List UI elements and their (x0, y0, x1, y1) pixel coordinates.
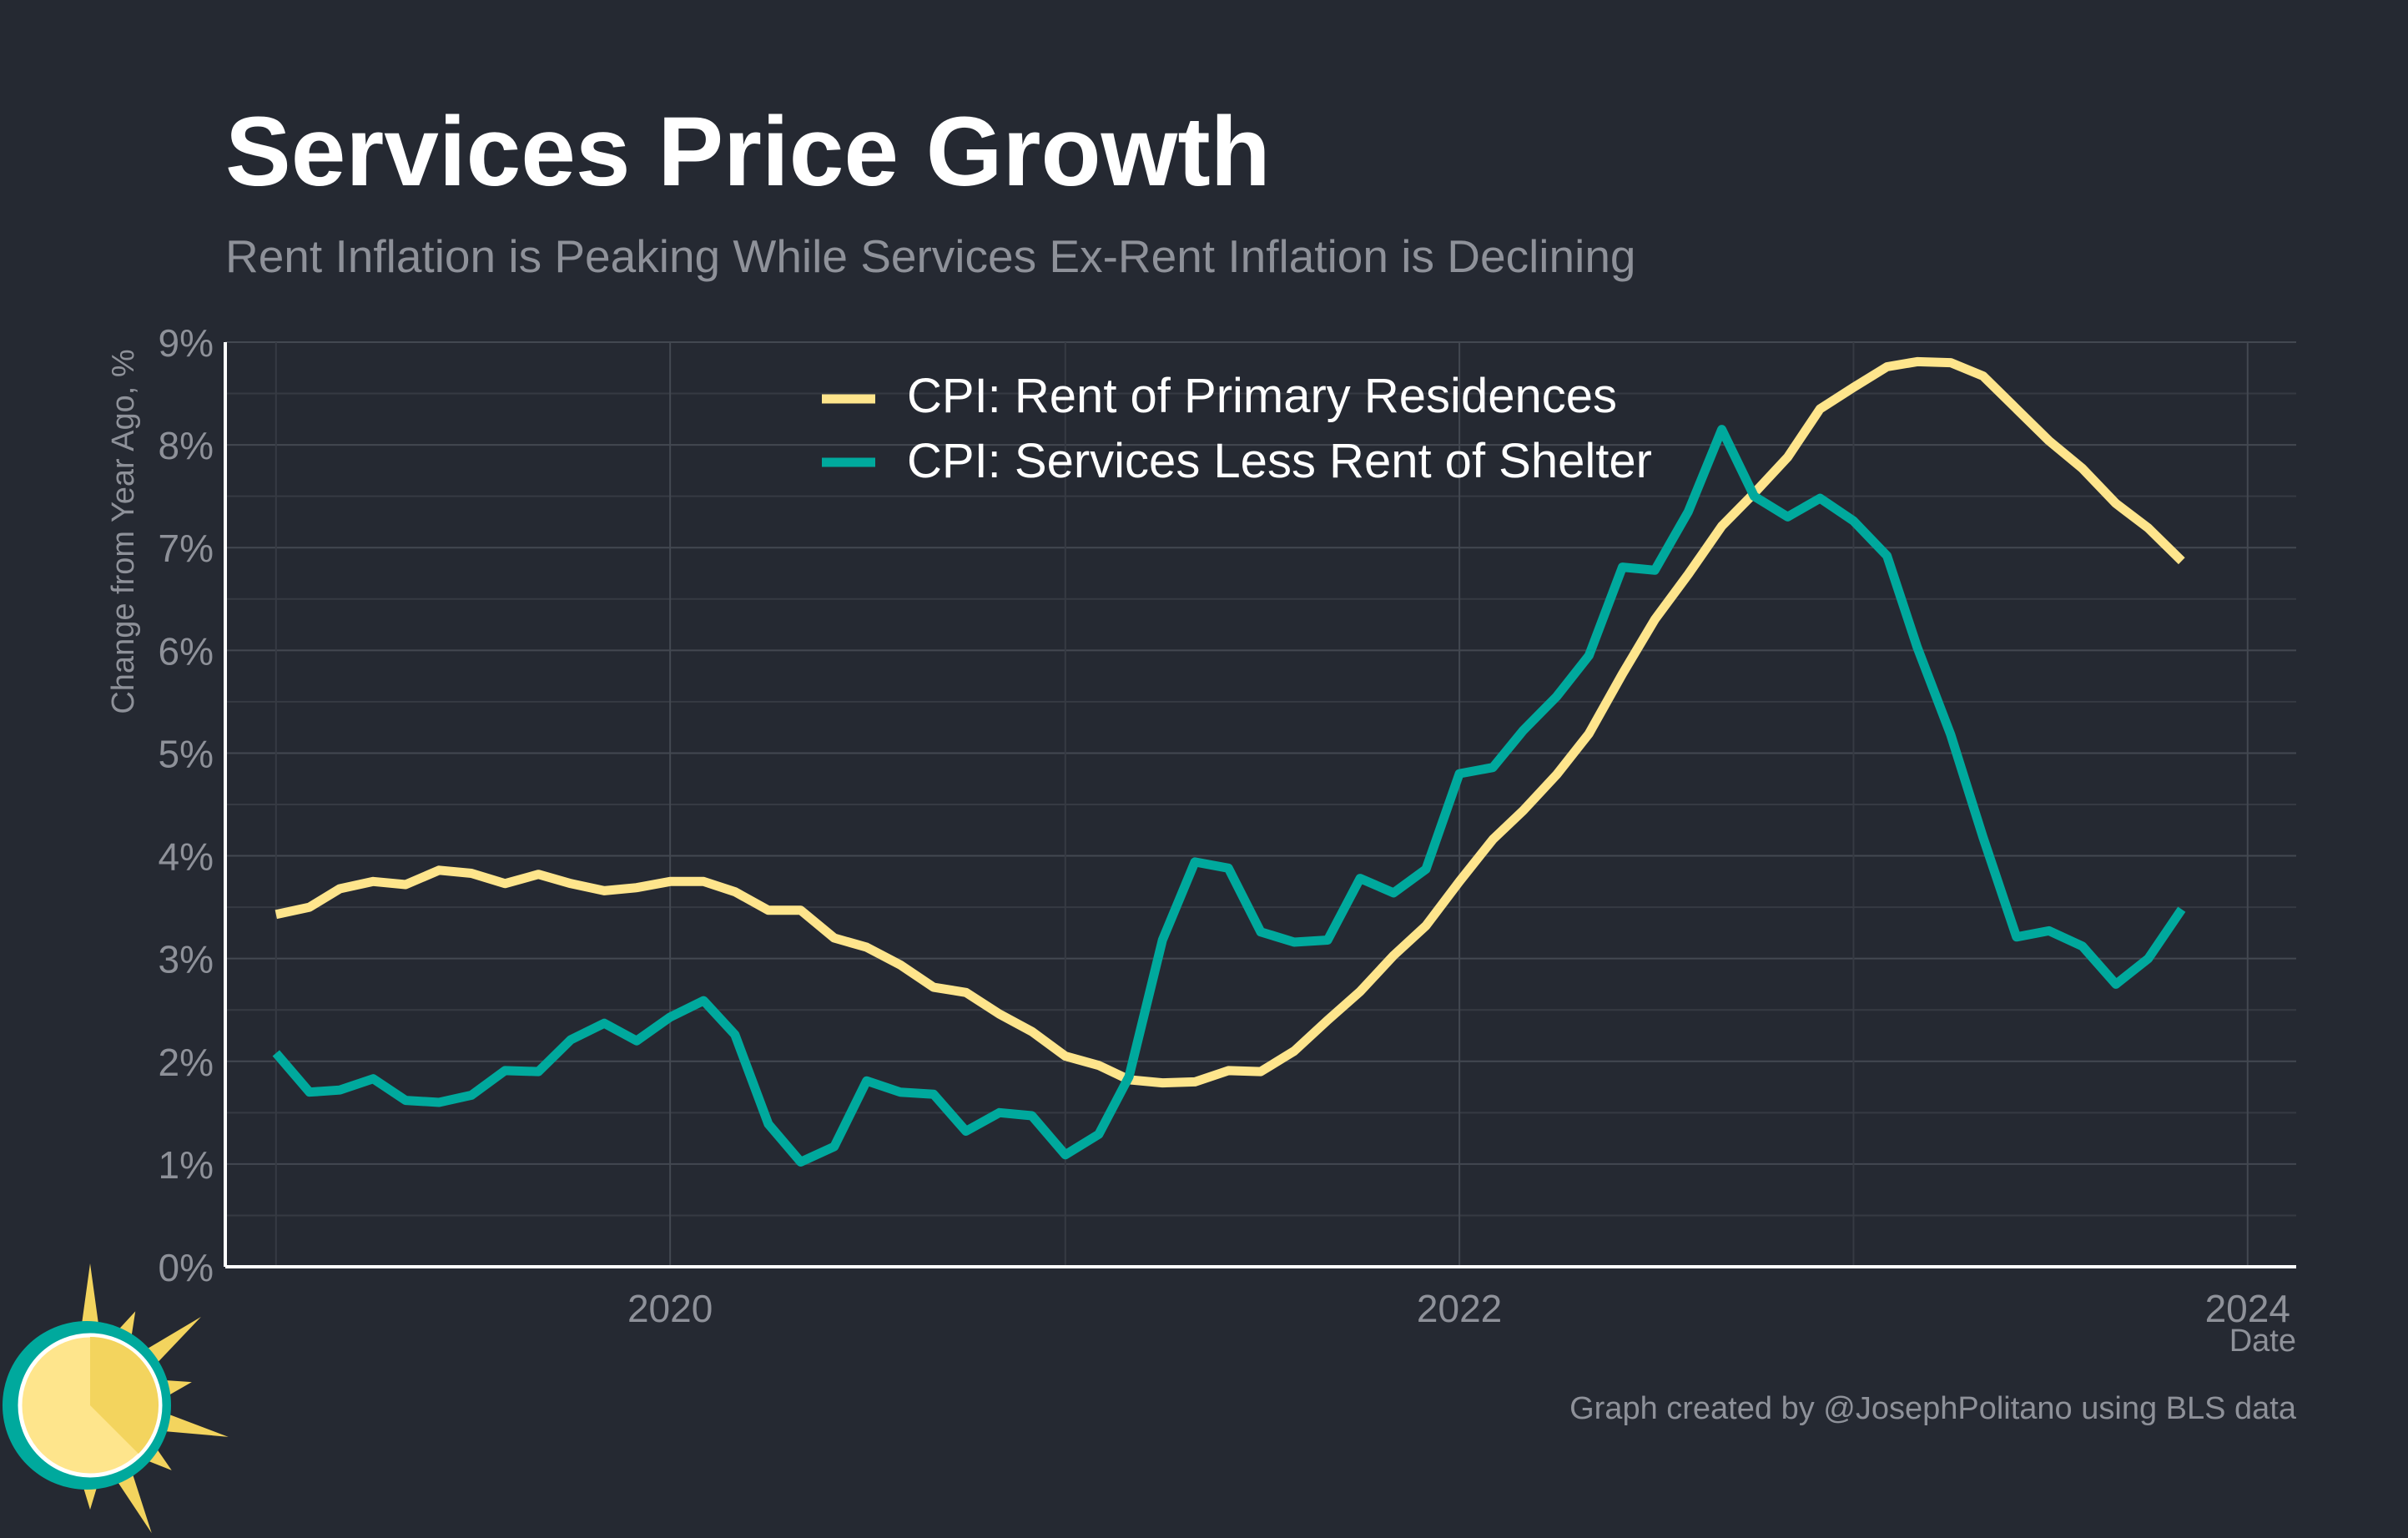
y-tick-label: 6% (159, 629, 214, 673)
sun-ray (159, 1412, 229, 1437)
y-tick-label: 2% (159, 1041, 214, 1084)
x-tick-label: 2020 (627, 1287, 713, 1330)
sun-ray (113, 1466, 152, 1534)
x-tick-label: 2022 (1417, 1287, 1502, 1330)
series-line-services (272, 425, 2186, 1167)
legend-label-rent: CPI: Rent of Primary Residences (907, 369, 1617, 423)
series-layer (272, 356, 2186, 1167)
y-tick-label: 9% (159, 321, 214, 365)
chart-legend: CPI: Rent of Primary Residences CPI: Ser… (822, 369, 1652, 488)
legend-label-services: CPI: Services Less Rent of Shelter (907, 434, 1652, 488)
source-caption: Graph created by @JosephPolitano using B… (1569, 1391, 2297, 1426)
sun-clock-logo-icon (3, 1263, 229, 1534)
chart-subtitle: Rent Inflation is Peaking While Services… (225, 230, 1636, 282)
sun-ray (80, 1263, 100, 1333)
y-axis-label: Change from Year Ago, % (106, 349, 141, 714)
y-tick-label: 1% (159, 1143, 214, 1187)
y-tick-label: 3% (159, 938, 214, 981)
axes-layer: 0% 1% 2% 3% 4% 5% 6% 7% 8% 9% 2020 2022 2024 (159, 321, 2296, 1330)
y-tick-label: 4% (159, 835, 214, 879)
sun-ray (141, 1317, 201, 1368)
chart-title: Services Price Growth (225, 97, 1271, 207)
grid-layer (225, 341, 2296, 1267)
x-axis-label: Date (2229, 1324, 2296, 1359)
logo-wedge (90, 1337, 159, 1454)
y-tick-label: 0% (159, 1246, 214, 1289)
series-line-rent (275, 356, 2185, 1088)
x-tick-label: 2024 (2205, 1287, 2290, 1330)
y-tick-label: 8% (159, 424, 214, 467)
y-tick-label: 5% (159, 732, 214, 775)
y-tick-label: 7% (159, 527, 214, 570)
